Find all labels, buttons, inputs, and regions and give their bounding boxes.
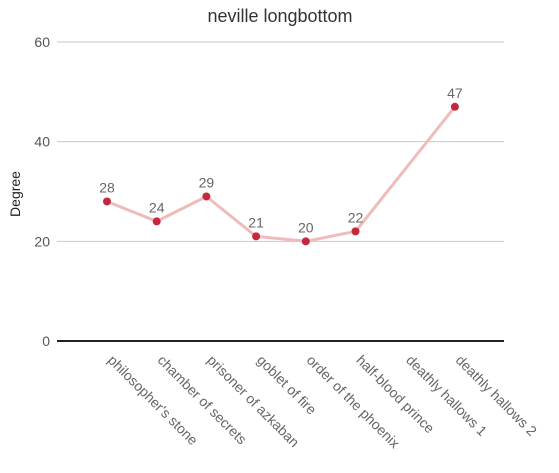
data-point — [301, 237, 310, 246]
y-tick-label: 0 — [42, 333, 50, 349]
data-point — [152, 217, 161, 226]
data-label: 24 — [149, 199, 165, 215]
x-tick-label: order of the phoenix — [304, 352, 403, 451]
y-tick-label: 40 — [34, 134, 50, 150]
gridlines — [57, 41, 504, 342]
x-tick-label: chamber of secrets — [155, 352, 251, 448]
data-point — [351, 227, 360, 236]
x-tick-label: prisoner of azkaban — [204, 352, 302, 450]
data-labels: 28 24 29 21 20 22 47 — [99, 85, 463, 236]
y-tick-label: 60 — [34, 34, 50, 50]
data-label: 28 — [99, 179, 115, 195]
data-label: 20 — [298, 219, 314, 235]
data-label: 47 — [447, 85, 463, 101]
y-axis-label: Degree — [7, 171, 23, 217]
y-axis-ticks: 0 20 40 60 — [34, 34, 50, 349]
data-label: 22 — [348, 209, 364, 225]
y-tick-label: 20 — [34, 233, 50, 249]
data-point — [202, 192, 211, 201]
data-point — [450, 102, 459, 111]
data-label: 21 — [248, 214, 264, 230]
data-point — [103, 197, 111, 206]
chart-title: neville longbottom — [207, 6, 352, 26]
data-label: 29 — [199, 174, 215, 190]
x-tick-label: philosopher's stone — [105, 352, 201, 448]
data-points — [103, 102, 459, 246]
data-point — [252, 232, 261, 241]
x-tick-label: deathly hallows 2 — [453, 352, 540, 439]
